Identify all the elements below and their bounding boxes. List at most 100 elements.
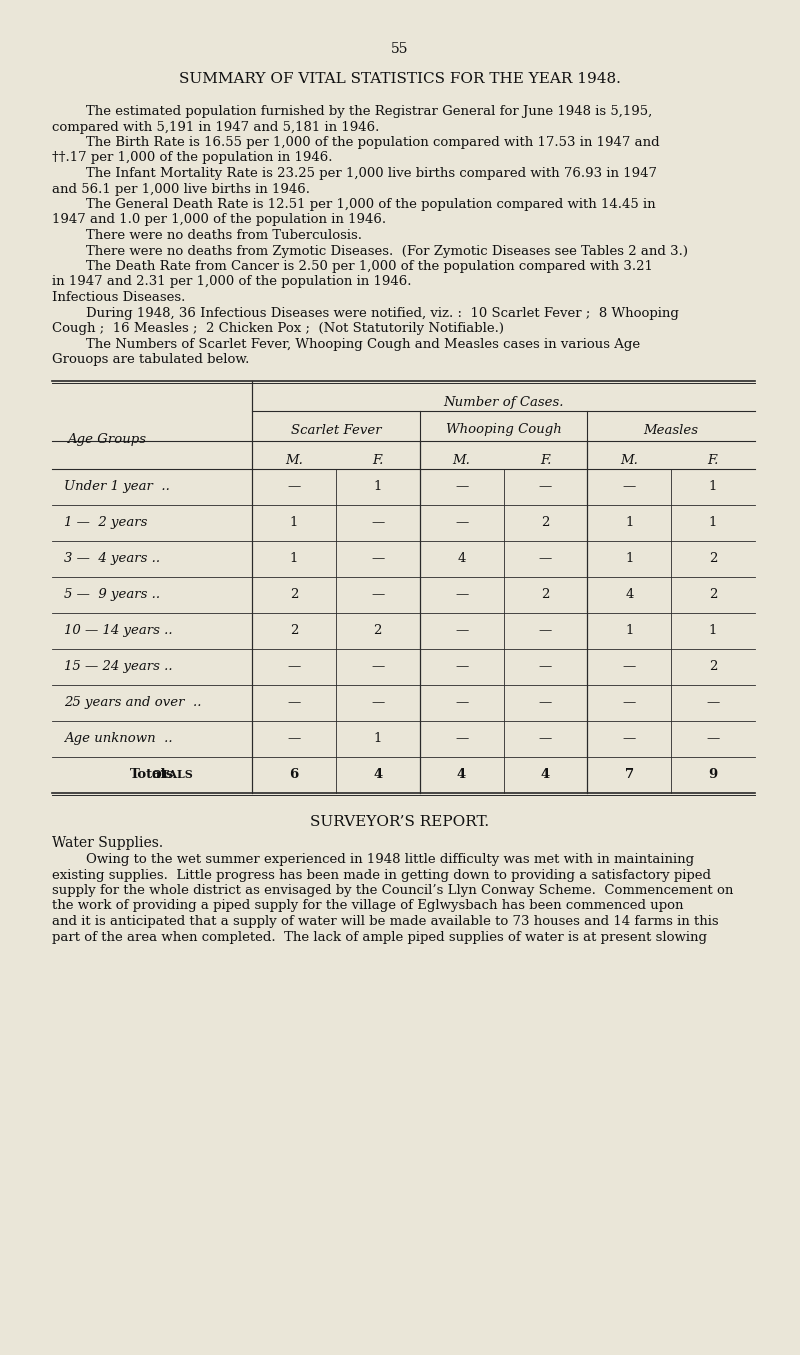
Text: There were no deaths from Tuberculosis.: There were no deaths from Tuberculosis. xyxy=(52,229,362,243)
Text: Cough ;  16 Measles ;  2 Chicken Pox ;  (Not Statutorily Notifiable.): Cough ; 16 Measles ; 2 Chicken Pox ; (No… xyxy=(52,322,504,335)
Text: F.: F. xyxy=(707,454,718,466)
Text: F.: F. xyxy=(372,454,383,466)
Text: —: — xyxy=(538,696,552,709)
Text: Totals: Totals xyxy=(130,768,174,780)
Text: part of the area when completed.  The lack of ample piped supplies of water is a: part of the area when completed. The lac… xyxy=(52,931,707,943)
Text: Grouops are tabulated below.: Grouops are tabulated below. xyxy=(52,354,250,366)
Text: Water Supplies.: Water Supplies. xyxy=(52,836,163,851)
Text: Age Groups: Age Groups xyxy=(67,434,146,447)
Text: —: — xyxy=(455,480,468,493)
Text: —: — xyxy=(371,551,384,565)
Text: —: — xyxy=(706,732,720,745)
Text: —: — xyxy=(455,516,468,528)
Text: 2: 2 xyxy=(709,551,718,565)
Text: Owing to the wet summer experienced in 1948 little difficulty was met with in ma: Owing to the wet summer experienced in 1… xyxy=(52,854,694,866)
Text: 4: 4 xyxy=(457,768,466,780)
Text: —: — xyxy=(371,516,384,528)
Text: 6: 6 xyxy=(290,768,298,780)
Text: —: — xyxy=(287,480,301,493)
Text: ††.17 per 1,000 of the population in 1946.: ††.17 per 1,000 of the population in 194… xyxy=(52,152,333,164)
Text: 4: 4 xyxy=(458,551,466,565)
Text: —: — xyxy=(538,625,552,637)
Text: M.: M. xyxy=(620,454,638,466)
Text: —: — xyxy=(538,732,552,745)
Text: 9: 9 xyxy=(709,768,718,780)
Text: and 56.1 per 1,000 live births in 1946.: and 56.1 per 1,000 live births in 1946. xyxy=(52,183,310,195)
Text: Number of Cases.: Number of Cases. xyxy=(443,397,564,409)
Text: M.: M. xyxy=(453,454,470,466)
Text: The Death Rate from Cancer is 2.50 per 1,000 of the population compared with 3.2: The Death Rate from Cancer is 2.50 per 1… xyxy=(52,260,653,272)
Text: Under 1 year  ..: Under 1 year .. xyxy=(64,480,170,493)
Text: —: — xyxy=(622,696,636,709)
Text: 10 — 14 years ..: 10 — 14 years .. xyxy=(64,625,173,637)
Text: SUMMARY OF VITAL STATISTICS FOR THE YEAR 1948.: SUMMARY OF VITAL STATISTICS FOR THE YEAR… xyxy=(179,72,621,85)
Text: —: — xyxy=(371,660,384,673)
Text: 1: 1 xyxy=(709,480,718,493)
Text: 1: 1 xyxy=(625,625,634,637)
Text: 4: 4 xyxy=(373,768,382,780)
Text: —: — xyxy=(538,551,552,565)
Text: F.: F. xyxy=(540,454,551,466)
Text: —: — xyxy=(455,625,468,637)
Text: 2: 2 xyxy=(709,660,718,673)
Text: The Infant Mortality Rate is 23.25 per 1,000 live births compared with 76.93 in : The Infant Mortality Rate is 23.25 per 1… xyxy=(52,167,657,180)
Text: SURVEYOR’S REPORT.: SURVEYOR’S REPORT. xyxy=(310,814,490,828)
Text: 1: 1 xyxy=(374,480,382,493)
Text: —: — xyxy=(538,480,552,493)
Text: 2: 2 xyxy=(374,625,382,637)
Text: —: — xyxy=(622,732,636,745)
Text: existing supplies.  Little progress has been made in getting down to providing a: existing supplies. Little progress has b… xyxy=(52,869,711,882)
Text: —: — xyxy=(538,660,552,673)
Text: —: — xyxy=(371,696,384,709)
Text: Whooping Cough: Whooping Cough xyxy=(446,424,562,436)
Text: —: — xyxy=(455,660,468,673)
Text: During 1948, 36 Infectious Diseases were notified, viz. :  10 Scarlet Fever ;  8: During 1948, 36 Infectious Diseases were… xyxy=(52,306,679,320)
Text: 1: 1 xyxy=(374,732,382,745)
Text: The Numbers of Scarlet Fever, Whooping Cough and Measles cases in various Age: The Numbers of Scarlet Fever, Whooping C… xyxy=(52,337,640,351)
Text: 3 —  4 years ..: 3 — 4 years .. xyxy=(64,551,160,565)
Text: 15 — 24 years ..: 15 — 24 years .. xyxy=(64,660,173,673)
Text: 7: 7 xyxy=(625,768,634,780)
Text: 1: 1 xyxy=(709,516,718,528)
Text: 2: 2 xyxy=(542,588,550,602)
Text: 1: 1 xyxy=(625,551,634,565)
Text: and it is anticipated that a supply of water will be made available to 73 houses: and it is anticipated that a supply of w… xyxy=(52,915,718,928)
Text: —: — xyxy=(371,588,384,602)
Text: 2: 2 xyxy=(709,588,718,602)
Text: Age unknown  ..: Age unknown .. xyxy=(64,732,173,745)
Text: 1947 and 1.0 per 1,000 of the population in 1946.: 1947 and 1.0 per 1,000 of the population… xyxy=(52,214,386,226)
Text: 25 years and over  ..: 25 years and over .. xyxy=(64,696,202,709)
Text: 1: 1 xyxy=(709,625,718,637)
Text: 2: 2 xyxy=(542,516,550,528)
Text: —: — xyxy=(287,732,301,745)
Text: Infectious Diseases.: Infectious Diseases. xyxy=(52,291,186,304)
Text: The General Death Rate is 12.51 per 1,000 of the population compared with 14.45 : The General Death Rate is 12.51 per 1,00… xyxy=(52,198,656,211)
Text: —: — xyxy=(622,480,636,493)
Text: —: — xyxy=(287,660,301,673)
Text: —: — xyxy=(455,588,468,602)
Text: —: — xyxy=(706,696,720,709)
Text: 1 —  2 years: 1 — 2 years xyxy=(64,516,147,528)
Text: 5 —  9 years ..: 5 — 9 years .. xyxy=(64,588,160,602)
Text: 2: 2 xyxy=(290,625,298,637)
Text: —: — xyxy=(287,696,301,709)
Text: the work of providing a piped supply for the village of Eglwysbach has been comm: the work of providing a piped supply for… xyxy=(52,900,683,912)
Text: supply for the whole district as envisaged by the Council’s Llyn Conway Scheme. : supply for the whole district as envisag… xyxy=(52,883,734,897)
Text: 1: 1 xyxy=(290,516,298,528)
Text: M.: M. xyxy=(285,454,303,466)
Text: —: — xyxy=(622,660,636,673)
Text: 4: 4 xyxy=(625,588,634,602)
Text: Measles: Measles xyxy=(644,424,698,436)
Text: —: — xyxy=(455,732,468,745)
Text: compared with 5,191 in 1947 and 5,181 in 1946.: compared with 5,191 in 1947 and 5,181 in… xyxy=(52,121,379,134)
Text: —: — xyxy=(455,696,468,709)
Text: 4: 4 xyxy=(541,768,550,780)
Text: 1: 1 xyxy=(625,516,634,528)
Text: 1: 1 xyxy=(290,551,298,565)
Text: Scarlet Fever: Scarlet Fever xyxy=(290,424,381,436)
Text: The estimated population furnished by the Registrar General for June 1948 is 5,1: The estimated population furnished by th… xyxy=(52,104,652,118)
Text: 55: 55 xyxy=(391,42,409,56)
Text: in 1947 and 2.31 per 1,000 of the population in 1946.: in 1947 and 2.31 per 1,000 of the popula… xyxy=(52,275,411,289)
Text: The Birth Rate is 16.55 per 1,000 of the population compared with 17.53 in 1947 : The Birth Rate is 16.55 per 1,000 of the… xyxy=(52,136,660,149)
Text: 2: 2 xyxy=(290,588,298,602)
